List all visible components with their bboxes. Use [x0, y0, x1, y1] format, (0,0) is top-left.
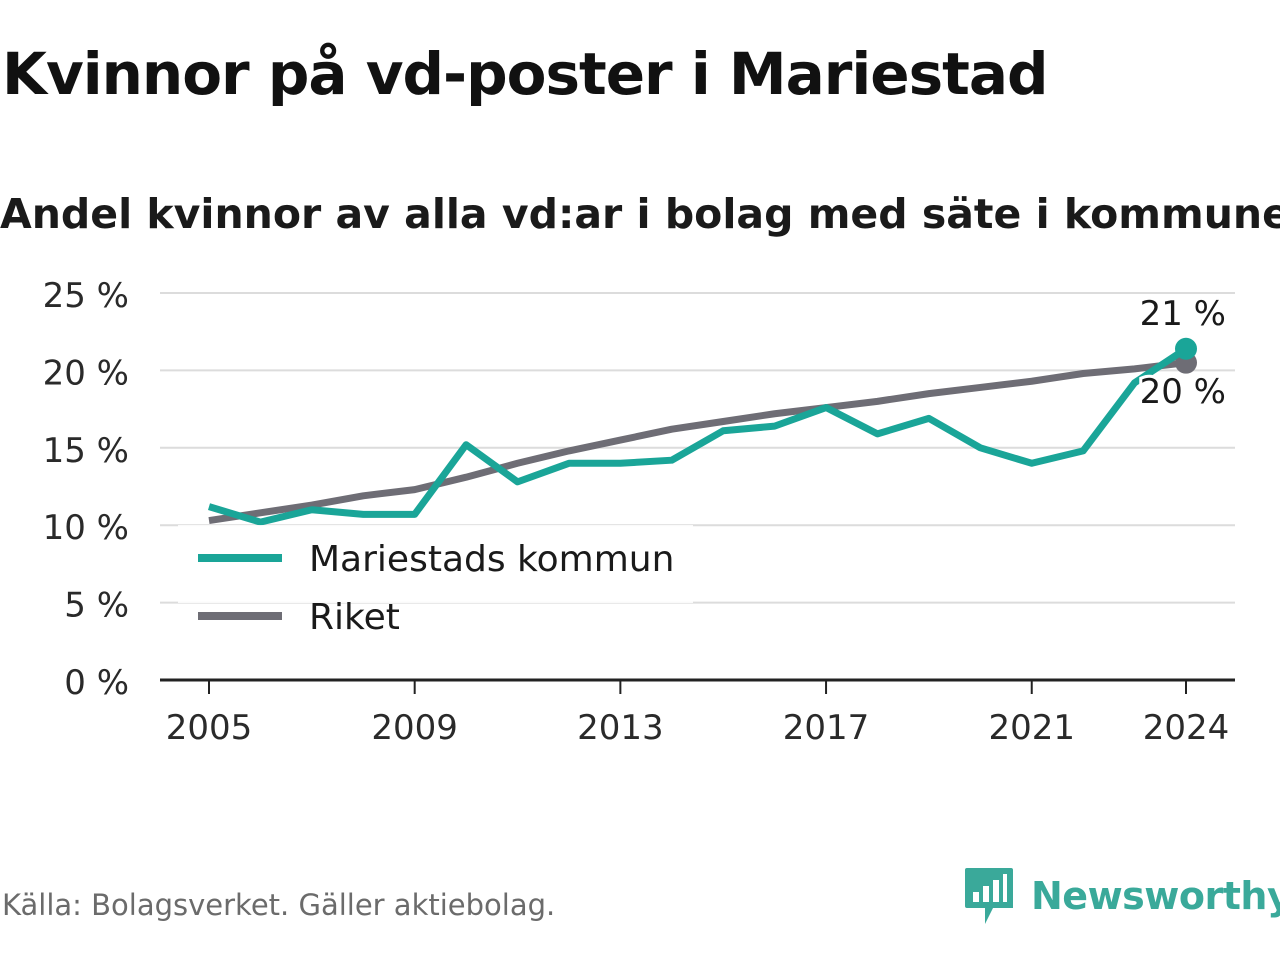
- y-tick-label: 15 %: [43, 431, 129, 471]
- x-tick-label: 2009: [371, 708, 458, 748]
- chart-title: Kvinnor på vd-poster i Mariestad: [2, 40, 1049, 108]
- end-label-riket: 20 %: [1140, 372, 1226, 412]
- x-tick-label: 2005: [166, 708, 253, 748]
- y-tick-label: 10 %: [43, 508, 129, 548]
- x-tick-label: 2013: [577, 708, 664, 748]
- legend-label: Riket: [309, 597, 400, 638]
- legend: Mariestads kommun Riket: [178, 525, 693, 638]
- mariestad-end-dot: [1175, 337, 1197, 360]
- y-tick-label: 25 %: [43, 276, 129, 316]
- newsworthy-logo: Newsworthy: [963, 866, 1280, 926]
- source-note: Källa: Bolagsverket. Gäller aktiebolag.: [2, 888, 556, 922]
- y-tick-label: 20 %: [43, 353, 129, 393]
- x-tick-label: 2021: [988, 708, 1075, 748]
- x-tick-label: 2024: [1143, 708, 1230, 748]
- y-tick-label: 0 %: [64, 663, 129, 703]
- legend-label: Mariestads kommun: [309, 539, 674, 580]
- chart-subtitle: Andel kvinnor av alla vd:ar i bolag med …: [0, 190, 1280, 238]
- riket-line: [208, 359, 1187, 525]
- mariestad-line: [207, 345, 1188, 526]
- end-label-mariestad: 21 %: [1140, 294, 1226, 334]
- legend-background: [178, 525, 693, 603]
- x-tick-label: 2017: [783, 708, 870, 748]
- x-axis: 2005 2009 2013 2017 2021 2024: [166, 680, 1230, 748]
- end-labels: 21 % 20 %: [1137, 294, 1229, 415]
- newsworthy-logo-icon: [965, 868, 1013, 924]
- y-tick-label: 5 %: [64, 586, 129, 626]
- y-axis: 0 % 5 % 10 % 15 % 20 % 25 %: [43, 276, 129, 703]
- brand-name: Newsworthy: [1031, 874, 1280, 918]
- series-lines: [207, 337, 1197, 526]
